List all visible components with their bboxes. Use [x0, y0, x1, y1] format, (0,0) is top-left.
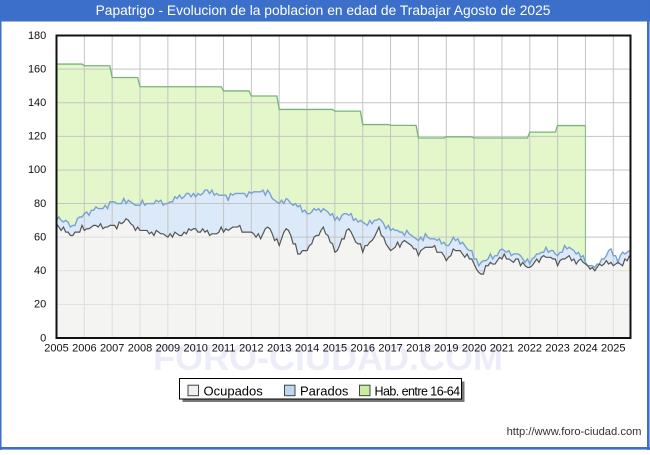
svg-text:2016: 2016 — [350, 342, 374, 354]
svg-text:Parados: Parados — [300, 384, 349, 399]
svg-text:2024: 2024 — [573, 342, 597, 354]
svg-text:100: 100 — [28, 164, 46, 176]
svg-text:2017: 2017 — [378, 342, 402, 354]
svg-text:60: 60 — [34, 231, 46, 243]
svg-text:2006: 2006 — [72, 342, 96, 354]
svg-text:20: 20 — [34, 299, 46, 311]
svg-text:2018: 2018 — [406, 342, 430, 354]
svg-text:80: 80 — [34, 198, 46, 210]
svg-text:2025: 2025 — [601, 342, 625, 354]
svg-text:2009: 2009 — [156, 342, 180, 354]
svg-text:2008: 2008 — [128, 342, 152, 354]
svg-text:Hab. entre 16-64: Hab. entre 16-64 — [375, 385, 461, 399]
svg-text:Ocupados: Ocupados — [204, 384, 264, 399]
svg-text:40: 40 — [34, 265, 46, 277]
svg-text:160: 160 — [28, 63, 46, 75]
svg-text:2005: 2005 — [44, 342, 68, 354]
svg-text:2013: 2013 — [267, 342, 291, 354]
svg-text:2020: 2020 — [462, 342, 486, 354]
svg-text:Papatrigo - Evolucion de la po: Papatrigo - Evolucion de la poblacion en… — [96, 3, 551, 18]
svg-text:2022: 2022 — [518, 342, 542, 354]
svg-text:120: 120 — [28, 131, 46, 143]
svg-text:2015: 2015 — [323, 342, 347, 354]
svg-text:140: 140 — [28, 97, 46, 109]
svg-text:180: 180 — [28, 30, 46, 42]
svg-text:2014: 2014 — [295, 342, 319, 354]
svg-text:2011: 2011 — [212, 342, 236, 354]
svg-text:http://www.foro-ciudad.com: http://www.foro-ciudad.com — [507, 426, 642, 438]
svg-text:2021: 2021 — [490, 342, 514, 354]
svg-text:2019: 2019 — [434, 342, 458, 354]
svg-text:FORO-CIUDAD.COM: FORO-CIUDAD.COM — [153, 337, 503, 378]
svg-text:2007: 2007 — [100, 342, 124, 354]
svg-text:2010: 2010 — [183, 342, 207, 354]
svg-text:2023: 2023 — [545, 342, 569, 354]
svg-text:2012: 2012 — [239, 342, 263, 354]
svg-text:0: 0 — [40, 332, 46, 344]
